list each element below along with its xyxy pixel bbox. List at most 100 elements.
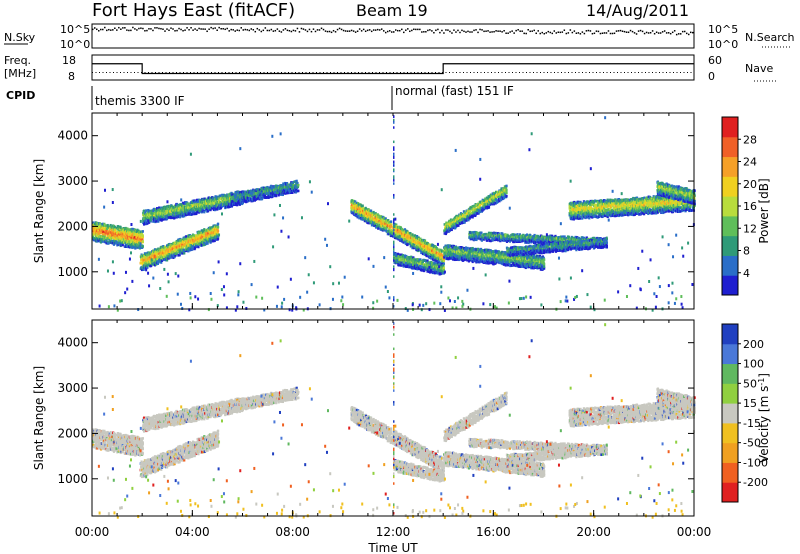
power-cell	[172, 256, 175, 260]
power-cell	[106, 223, 109, 227]
noise-sample	[202, 28, 204, 30]
noise-sample	[338, 27, 341, 30]
power-cell	[141, 238, 144, 241]
noise-sample	[439, 31, 441, 34]
noise-sample	[585, 30, 588, 32]
power-cell	[113, 230, 116, 234]
beam-label: Beam 19	[356, 1, 428, 20]
noise-sample	[160, 27, 162, 30]
power-cell	[209, 241, 212, 244]
noise-sample	[378, 29, 381, 31]
noise-sample	[364, 30, 367, 33]
noise-sample	[633, 32, 636, 34]
power-cell	[141, 261, 144, 265]
noise-sample	[519, 30, 521, 32]
noise-sample	[657, 32, 660, 34]
freq-tick-high: 18	[62, 54, 76, 67]
noise-sample	[603, 32, 606, 34]
noise-sample	[152, 29, 154, 32]
power-cell	[216, 237, 220, 240]
search-tick-high: 10^5	[708, 23, 738, 36]
noise-sample	[98, 30, 100, 32]
power-cell	[155, 209, 158, 212]
power-cell	[169, 213, 172, 216]
noise-sample	[495, 30, 497, 32]
noise-sample	[413, 28, 415, 31]
power-cell	[98, 232, 101, 236]
noise-sample	[104, 26, 106, 29]
power-cell	[114, 237, 117, 240]
noise-sample	[300, 27, 303, 30]
noise-sample	[601, 32, 604, 34]
noise-sample	[238, 29, 240, 32]
power-cell	[196, 234, 199, 237]
power-cell	[202, 243, 205, 247]
power-cell	[205, 242, 208, 245]
power-cell	[101, 225, 104, 228]
power-cell	[104, 233, 107, 236]
power-cell	[186, 208, 189, 212]
power-cell	[201, 243, 204, 247]
power-cell	[100, 230, 103, 234]
power-cell	[186, 239, 189, 243]
noise-sample	[306, 30, 309, 33]
power-cell	[153, 250, 156, 254]
power-cell	[191, 247, 194, 251]
noise-sample	[399, 29, 401, 32]
noise-sample	[617, 30, 620, 32]
noise-sample	[487, 30, 489, 32]
power-cell	[137, 229, 140, 233]
noise-sample	[268, 29, 271, 32]
power-cell	[162, 249, 165, 253]
noise-sample	[543, 32, 545, 35]
noise-sample	[324, 30, 327, 32]
power-cell	[194, 242, 197, 246]
noise-sample	[264, 27, 267, 29]
power-cell	[119, 226, 122, 229]
power-cell	[215, 238, 218, 241]
noise-sample	[240, 27, 242, 29]
noise-sample	[162, 28, 164, 30]
noise-sample	[218, 26, 220, 29]
power-cell	[390, 220, 393, 223]
noise-sample	[611, 32, 614, 35]
power-cell	[124, 242, 127, 246]
power-cell	[195, 238, 198, 242]
power-cell	[125, 235, 129, 238]
noise-sample	[110, 29, 112, 31]
noise-sample	[551, 32, 554, 35]
power-cell	[152, 254, 155, 257]
noise-sample	[350, 29, 353, 32]
noise-sample	[459, 31, 461, 34]
noise-sample	[415, 28, 417, 31]
power-cell	[129, 243, 132, 247]
noise-sample	[164, 30, 166, 32]
power-cell	[194, 246, 197, 250]
search-tick-low: 10^0	[708, 38, 738, 51]
power-cell	[144, 258, 147, 262]
noise-sample	[376, 28, 379, 31]
power-cell	[101, 222, 104, 226]
noise-sample	[382, 30, 385, 32]
noise-tick-low: 10^0	[60, 38, 90, 51]
noise-sample	[204, 28, 206, 30]
noise-sample	[244, 28, 247, 31]
noise-search-label: N.Search	[745, 31, 795, 44]
power-cell	[213, 224, 216, 227]
power-cell	[162, 218, 165, 221]
power-cell	[192, 234, 195, 238]
noise-sample	[691, 31, 694, 34]
power-cell	[122, 234, 125, 237]
noise-sample	[661, 31, 664, 33]
noise-sample	[138, 27, 140, 30]
power-cell	[185, 235, 188, 238]
noise-sample	[318, 29, 321, 31]
power-cell	[120, 235, 123, 239]
noise-sample	[118, 26, 120, 29]
noise-sample	[158, 27, 160, 30]
power-cell	[206, 242, 209, 245]
noise-sample	[505, 32, 507, 34]
noise-sample	[681, 30, 684, 33]
power-cell	[155, 217, 158, 220]
power-cell	[205, 239, 208, 242]
